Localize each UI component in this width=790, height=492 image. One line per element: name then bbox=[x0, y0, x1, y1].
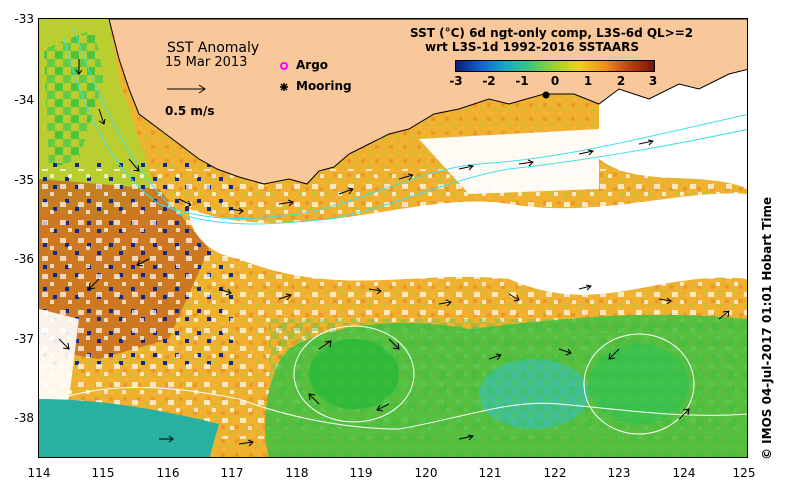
nw-green-patch bbox=[44, 29, 104, 169]
x-tick-label: 122 bbox=[543, 466, 567, 480]
velocity-arrow bbox=[368, 287, 382, 295]
velocity-arrow bbox=[238, 439, 254, 447]
x-tick-label: 123 bbox=[607, 466, 631, 480]
colorbar-tick: -1 bbox=[515, 74, 529, 88]
velocity-arrow bbox=[98, 108, 106, 125]
mooring-location-dot bbox=[542, 91, 550, 99]
x-tick-label: 115 bbox=[91, 466, 115, 480]
velocity-arrow bbox=[458, 434, 475, 441]
velocity-arrow bbox=[218, 288, 232, 296]
velocity-arrow bbox=[88, 278, 100, 290]
velocity-arrow bbox=[558, 348, 572, 356]
colorbar-tick: -2 bbox=[482, 74, 496, 88]
velocity-scale-label: 0.5 m/s bbox=[165, 104, 215, 118]
velocity-arrow bbox=[578, 284, 593, 291]
map-area[interactable] bbox=[38, 18, 748, 458]
velocity-arrow bbox=[58, 338, 70, 350]
shelf-contour-1 bbox=[63, 38, 747, 219]
colorbar-tick: 1 bbox=[583, 74, 593, 88]
velocity-arrow bbox=[438, 299, 452, 307]
velocity-arrow bbox=[136, 258, 150, 267]
map-date: 15 Mar 2013 bbox=[165, 55, 248, 70]
y-tick-label: -37 bbox=[14, 332, 34, 346]
velocity-arrow bbox=[338, 187, 354, 195]
y-tick-label: -36 bbox=[14, 252, 34, 266]
x-tick-label: 124 bbox=[672, 466, 696, 480]
imos-credit: © IMOS 04-Jul-2017 01:01 Hobart Time bbox=[760, 196, 774, 460]
velocity-arrow bbox=[128, 158, 140, 172]
y-tick-label: -33 bbox=[14, 12, 34, 26]
colorbar-tick: 2 bbox=[616, 74, 626, 88]
x-tick-label: 118 bbox=[285, 466, 309, 480]
sst-colorbar bbox=[455, 60, 655, 72]
velocity-arrow bbox=[608, 348, 620, 360]
velocity-arrow bbox=[178, 198, 192, 208]
colorbar-title-line1: SST (°C) 6d ngt-only comp, L3S-6d QL>=2 bbox=[410, 26, 694, 40]
velocity-scale-arrow bbox=[167, 84, 206, 94]
mooring-marker bbox=[280, 83, 288, 91]
velocity-arrows bbox=[58, 59, 730, 447]
x-tick-label: 116 bbox=[156, 466, 180, 480]
colorbar-title-line2: wrt L3S-1d 1992-2016 SSTAARS bbox=[425, 40, 640, 54]
velocity-arrow bbox=[678, 408, 690, 420]
shelf-contour-3 bbox=[58, 386, 747, 430]
x-tick-label: 125 bbox=[732, 466, 756, 480]
x-tick-label: 121 bbox=[478, 466, 502, 480]
map-title: SST Anomaly bbox=[167, 40, 260, 56]
velocity-arrow bbox=[388, 338, 400, 350]
velocity-arrow bbox=[376, 403, 390, 412]
velocity-arrow bbox=[278, 293, 292, 301]
velocity-arrow bbox=[398, 173, 414, 181]
eddy-contour-2 bbox=[583, 333, 695, 435]
velocity-arrow bbox=[318, 340, 332, 350]
velocity-arrow bbox=[75, 59, 83, 75]
velocity-arrow bbox=[308, 393, 320, 405]
argo-legend-label: Argo bbox=[296, 58, 329, 72]
x-tick-label: 117 bbox=[220, 466, 244, 480]
velocity-arrow bbox=[718, 310, 730, 320]
velocity-arrow bbox=[638, 139, 655, 146]
mooring-legend-label: Mooring bbox=[296, 79, 352, 93]
argo-marker bbox=[280, 62, 288, 70]
colorbar-tick: -3 bbox=[449, 74, 463, 88]
velocity-arrow bbox=[458, 164, 475, 171]
y-tick-label: -35 bbox=[14, 173, 34, 187]
south-texture bbox=[269, 319, 747, 457]
velocity-arrow bbox=[228, 207, 244, 215]
velocity-arrow bbox=[488, 353, 502, 361]
velocity-arrow bbox=[278, 199, 294, 207]
x-tick-label: 114 bbox=[27, 466, 51, 480]
velocity-arrow bbox=[658, 297, 672, 305]
velocity-arrow bbox=[159, 435, 174, 443]
sw-teal-region bbox=[39, 399, 219, 457]
velocity-arrow bbox=[508, 293, 520, 302]
eddy-contour-1 bbox=[293, 325, 415, 423]
colorbar-tick: 3 bbox=[648, 74, 658, 88]
y-tick-label: -34 bbox=[14, 93, 34, 107]
x-tick-label: 119 bbox=[349, 466, 373, 480]
sst-anomaly-map bbox=[39, 19, 747, 457]
y-tick-label: -38 bbox=[14, 411, 34, 425]
colorbar-tick: 0 bbox=[550, 74, 560, 88]
x-tick-label: 120 bbox=[414, 466, 438, 480]
velocity-arrow bbox=[518, 159, 534, 167]
shelf-contour-2 bbox=[73, 28, 747, 225]
velocity-arrow bbox=[578, 149, 595, 156]
